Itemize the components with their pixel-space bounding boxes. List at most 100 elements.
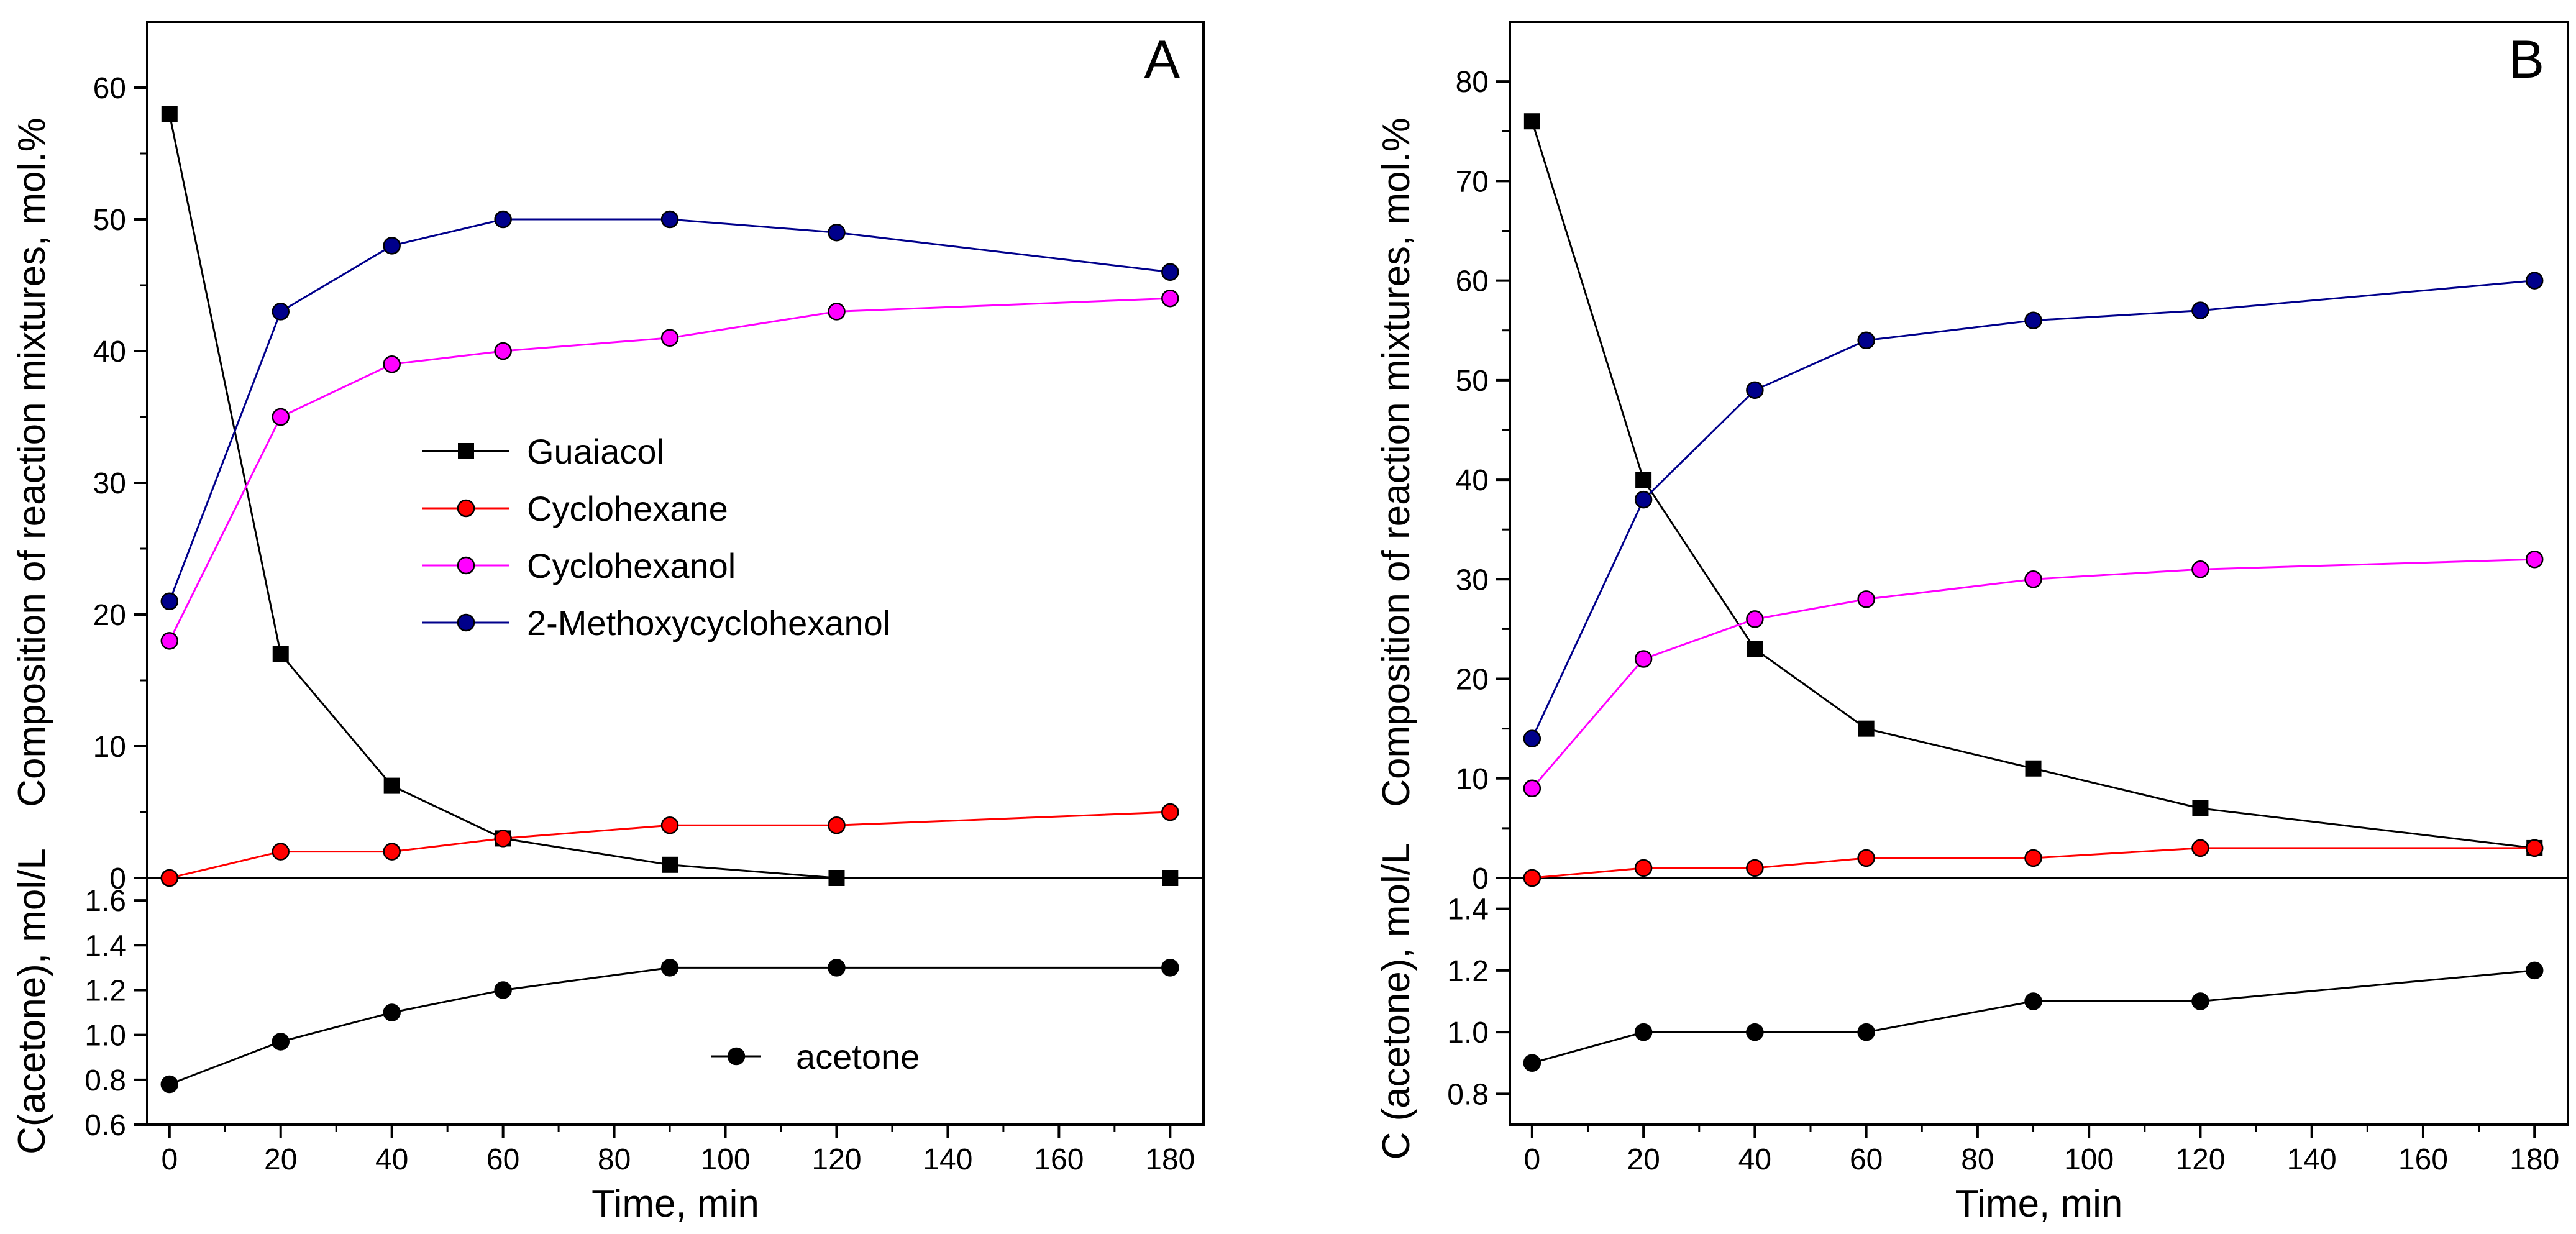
data-point-guaiacol [2192, 800, 2209, 816]
series-acetone [1523, 961, 2544, 1072]
y-tick-label-top: 10 [93, 731, 126, 764]
legend-label: 2-Methoxycyclohexanol [527, 603, 890, 642]
data-point-cyclohexanol [828, 303, 846, 321]
series-2-methoxycyclohexanol [1523, 272, 2544, 747]
data-point-cyclohexanol [1634, 650, 1653, 668]
legend: Guaiacol Cyclohexane Cyclohexanol 2-Methoxy… [422, 432, 890, 642]
x-tick-label: 160 [1034, 1143, 1084, 1176]
x-tick-label: 20 [264, 1143, 297, 1176]
data-point-cyclohexane [828, 816, 846, 834]
x-tick-label: 60 [1850, 1143, 1883, 1176]
y-tick-label-top: 70 [1456, 165, 1489, 198]
data-point-guaiacol [662, 856, 678, 873]
y-tick-label-bottom: 1.2 [84, 974, 126, 1007]
y-tick-label-top: 20 [1456, 664, 1489, 697]
x-tick-label: 80 [598, 1143, 631, 1176]
legend-label: acetone [796, 1037, 920, 1076]
panel-a: 0 20 40 60 80 100 120 140 160 180 Time, min 0 10 20 30… [11, 21, 1205, 1225]
legend-label: Cyclohexanol [527, 546, 736, 585]
data-point-acetone [1523, 1054, 1541, 1072]
y-tick-label-bottom: 0.8 [84, 1064, 126, 1097]
data-point-cyclohexane [1523, 869, 1541, 887]
series-cyclohexane [160, 803, 1179, 887]
x-axis-title: Time, min [1955, 1182, 2123, 1225]
data-point-guaiacol [383, 777, 400, 794]
data-point-guaiacol [1858, 720, 1875, 737]
data-point-cyclohexane [494, 830, 512, 848]
series-acetone [160, 959, 1179, 1094]
legend-marker [457, 613, 475, 632]
legend-marker [727, 1047, 746, 1066]
data-point-acetone [828, 959, 846, 977]
x-tick-label: 80 [1961, 1143, 1994, 1176]
data-point-acetone [272, 1033, 290, 1051]
data-point-acetone [2191, 992, 2209, 1010]
x-tick-label: 0 [1524, 1143, 1541, 1176]
plot-frame-bottom [1509, 877, 2569, 1126]
y-axis-title-top: Composition of reaction mixtures, mol.% [11, 117, 53, 807]
data-point-cyclohexanol [660, 329, 679, 347]
y-tick-label-top: 0 [1472, 862, 1489, 895]
data-point-2-methoxycyclohexanol [1746, 381, 1764, 400]
data-point-cyclohexane [272, 843, 290, 861]
x-axis-title: Time, min [591, 1182, 759, 1225]
data-point-acetone [660, 959, 679, 977]
data-point-2-methoxycyclohexanol [1523, 729, 1541, 747]
y-tick-label-top: 60 [1456, 265, 1489, 298]
y-tick-label-bottom: 0.8 [1447, 1078, 1489, 1111]
data-point-2-methoxycyclohexanol [272, 303, 290, 321]
data-point-cyclohexane [2024, 849, 2042, 867]
data-point-2-methoxycyclohexanol [494, 210, 512, 229]
data-point-cyclohexanol [494, 342, 512, 360]
data-point-cyclohexanol [1857, 590, 1875, 608]
legend-marker [457, 556, 475, 575]
y-tick-label-bottom: 1.4 [1447, 894, 1489, 926]
data-point-guaiacol [161, 106, 178, 122]
data-point-cyclohexane [1857, 849, 1875, 867]
data-point-cyclohexane [1746, 859, 1764, 877]
legend-label: Guaiacol [527, 432, 664, 471]
data-point-cyclohexane [1634, 859, 1653, 877]
y-tick-label-top: 40 [1456, 464, 1489, 497]
x-tick-label: 120 [811, 1143, 861, 1176]
legend-marker [458, 443, 474, 459]
x-tick-label: 100 [2064, 1143, 2114, 1176]
x-tick-label: 140 [923, 1143, 972, 1176]
data-point-2-methoxycyclohexanol [1857, 331, 1875, 349]
x-tick-label: 60 [486, 1143, 519, 1176]
x-tick-label: 180 [1145, 1143, 1195, 1176]
plot-frame-bottom [146, 877, 1205, 1126]
data-point-guaiacol [2025, 760, 2042, 777]
series-cyclohexane [1523, 839, 2544, 887]
y-tick-label-bottom: 1.4 [84, 930, 126, 962]
series-cyclohexanol [1523, 551, 2544, 798]
y-tick-label-bottom: 1.0 [84, 1020, 126, 1053]
x-tick-label: 0 [161, 1143, 178, 1176]
x-tick-label: 180 [2510, 1143, 2559, 1176]
data-point-cyclohexane [660, 816, 679, 834]
data-point-cyclohexane [2525, 839, 2544, 857]
data-point-2-methoxycyclohexanol [2525, 272, 2544, 290]
data-point-2-methoxycyclohexanol [1161, 263, 1179, 281]
data-point-acetone [1161, 959, 1179, 977]
data-point-acetone [1857, 1023, 1875, 1041]
x-tick-label: 40 [375, 1143, 408, 1176]
y-tick-label-top: 0 [109, 862, 126, 895]
y-tick-label-top: 40 [93, 336, 126, 368]
data-point-guaiacol [1162, 870, 1179, 886]
data-point-cyclohexanol [1161, 289, 1179, 308]
x-tick-label: 40 [1738, 1143, 1771, 1176]
x-tick-label: 100 [700, 1143, 750, 1176]
data-point-cyclohexane [383, 843, 401, 861]
data-point-guaiacol [828, 870, 845, 886]
series-cyclohexanol [160, 289, 1179, 650]
legend-marker [457, 499, 475, 518]
y-axis-title-bottom: C (acetone), mol/L [1375, 843, 1418, 1160]
data-point-cyclohexanol [1746, 610, 1764, 628]
data-point-cyclohexanol [2024, 570, 2042, 588]
panel-b: 0 20 40 60 80 100 120 140 160 180 Time, min 0 10 20 30… [1375, 21, 2569, 1225]
data-point-cyclohexanol [1523, 779, 1541, 798]
data-point-cyclohexanol [160, 632, 179, 650]
data-point-acetone [2525, 961, 2544, 980]
